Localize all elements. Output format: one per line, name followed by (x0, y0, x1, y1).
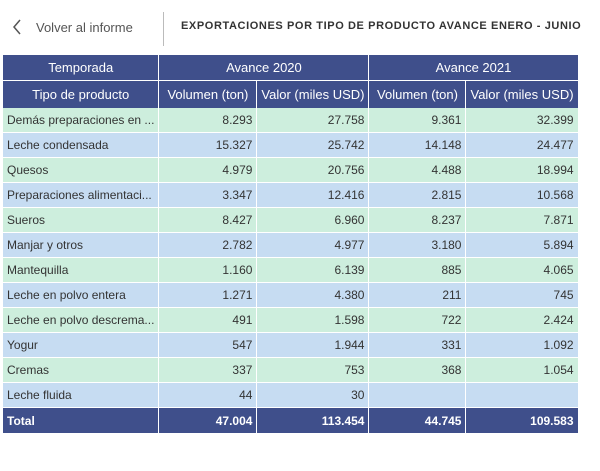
cell (465, 382, 579, 408)
cell (368, 382, 467, 408)
cell: 1.092 (465, 332, 579, 358)
group-header: Avance 2020 (158, 55, 370, 81)
group-header: Avance 2021 (368, 55, 579, 81)
cell: 337 (158, 357, 258, 383)
back-button[interactable]: Volver al informe (12, 14, 133, 40)
data-row: Cremas 337 753 368 1.054 (3, 357, 579, 383)
cell: 14.148 (368, 132, 467, 158)
data-row: Leche fluida 44 30 (3, 382, 579, 408)
cell: 3.180 (368, 232, 467, 258)
total-cell: 113.454 (256, 407, 370, 433)
column-header: Valor (miles USD) (256, 80, 370, 108)
cell: 368 (368, 357, 467, 383)
group-header: Temporada (3, 55, 160, 81)
row-label: Demás preparaciones en ... (3, 108, 160, 133)
data-row: Leche condensada 15.327 25.742 14.148 24.477 (3, 132, 579, 158)
column-header-row: Tipo de producto Volumen (ton) Valor (mile… (3, 80, 579, 108)
back-arrow (13, 19, 21, 35)
group-header-row: Temporada Avance 2020 Avance 2021 (3, 55, 579, 81)
total-cell: 44.745 (368, 407, 467, 433)
cell: 15.327 (158, 132, 258, 158)
cell: 30 (256, 382, 370, 408)
cell: 5.894 (465, 232, 579, 258)
column-header: Volumen (ton) (158, 80, 258, 108)
cell: 20.756 (256, 157, 370, 183)
data-table: Temporada Avance 2020 Avance 2021 Tipo de p… (3, 55, 579, 433)
row-label: Preparaciones alimentaci... (3, 182, 160, 208)
data-row: Manjar y otros 2.782 4.977 3.180 5.894 (3, 232, 579, 258)
back-label: Volver al informe (36, 19, 133, 35)
cell: 1.271 (158, 282, 258, 308)
cell: 7.871 (465, 207, 579, 233)
cell: 32.399 (465, 108, 579, 133)
row-label: Leche en polvo descrema... (3, 307, 160, 333)
cell: 4.488 (368, 157, 467, 183)
top-bar: Volver al informe EXPORTACIONES POR TIPO… (0, 0, 600, 50)
cell: 2.424 (465, 307, 579, 333)
cell: 44 (158, 382, 258, 408)
data-row: Sueros 8.427 6.960 8.237 7.871 (3, 207, 579, 233)
page-title: EXPORTACIONES POR TIPO DE PRODUCTO AVANC… (181, 20, 582, 32)
cell: 4.380 (256, 282, 370, 308)
cell: 1.598 (256, 307, 370, 333)
total-cell: 47.004 (158, 407, 258, 433)
cell: 491 (158, 307, 258, 333)
cell: 8.237 (368, 207, 467, 233)
cell: 211 (368, 282, 467, 308)
cell: 4.977 (256, 232, 370, 258)
data-row: Leche en polvo entera 1.271 4.380 211 745 (3, 282, 579, 308)
cell: 722 (368, 307, 467, 333)
row-label: Sueros (3, 207, 160, 233)
cell: 6.960 (256, 207, 370, 233)
total-label: Total (3, 407, 160, 433)
column-header: Tipo de producto (3, 80, 160, 108)
cell: 2.815 (368, 182, 467, 208)
row-label: Quesos (3, 157, 160, 183)
table-body: Temporada Avance 2020 Avance 2021 Tipo de p… (3, 55, 579, 433)
data-row: Preparaciones alimentaci... 3.347 12.416 2.… (3, 182, 579, 208)
cell: 1.054 (465, 357, 579, 383)
cell: 745 (465, 282, 579, 308)
cell: 9.361 (368, 108, 467, 133)
cell: 3.347 (158, 182, 258, 208)
data-row: Leche en polvo descrema... 491 1.598 722 2.4… (3, 307, 579, 333)
total-cell: 109.583 (465, 407, 579, 433)
cell: 1.944 (256, 332, 370, 358)
data-row: Yogur 547 1.944 331 1.092 (3, 332, 579, 358)
cell: 885 (368, 257, 467, 283)
cell: 753 (256, 357, 370, 383)
cell: 25.742 (256, 132, 370, 158)
row-label: Yogur (3, 332, 160, 358)
row-label: Mantequilla (3, 257, 160, 283)
cell: 12.416 (256, 182, 370, 208)
cell: 18.994 (465, 157, 579, 183)
row-label: Leche fluida (3, 382, 160, 408)
total-row: Total 47.004 113.454 44.745 109.583 (3, 407, 579, 433)
row-label: Manjar y otros (3, 232, 160, 258)
cell: 4.065 (465, 257, 579, 283)
cell: 8.427 (158, 207, 258, 233)
cell: 2.782 (158, 232, 258, 258)
row-label: Cremas (3, 357, 160, 383)
data-row: Quesos 4.979 20.756 4.488 18.994 (3, 157, 579, 183)
cell: 547 (158, 332, 258, 358)
cell: 8.293 (158, 108, 258, 133)
cell: 1.160 (158, 257, 258, 283)
cell: 10.568 (465, 182, 579, 208)
cell: 4.979 (158, 157, 258, 183)
data-row: Mantequilla 1.160 6.139 885 4.065 (3, 257, 579, 283)
row-label: Leche en polvo entera (3, 282, 160, 308)
cell: 6.139 (256, 257, 370, 283)
separator (163, 12, 164, 46)
column-header: Volumen (ton) (368, 80, 467, 108)
cell: 24.477 (465, 132, 579, 158)
data-row: Demás preparaciones en ... 8.293 27.758 9.3… (3, 108, 579, 133)
row-label: Leche condensada (3, 132, 160, 158)
cell: 331 (368, 332, 467, 358)
cell: 27.758 (256, 108, 370, 133)
column-header: Valor (miles USD) (465, 80, 579, 108)
